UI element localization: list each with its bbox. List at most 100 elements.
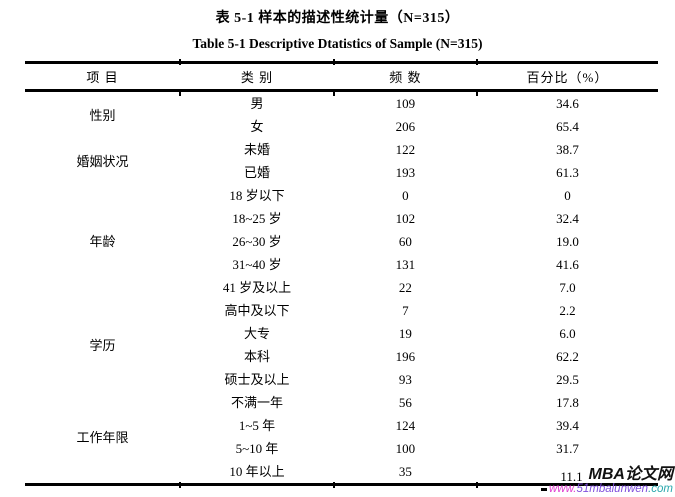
category-cell: 1~5 年 [238, 418, 276, 433]
percentage-cell: 2.2 [559, 303, 576, 318]
percentage-cell: 29.5 [556, 372, 579, 387]
percentage-cell: 19.0 [556, 234, 579, 249]
watermark-dash-icon [540, 487, 547, 491]
document-page: 表 5-1 样本的描述性统计量（N=315） Table 5-1 Descrip… [0, 7, 675, 495]
category-cell: 女 [250, 119, 264, 134]
table-title-zh: 表 5-1 样本的描述性统计量（N=315） [215, 11, 460, 26]
table-header: 项 目 类 别 频 数 百分比（%） [25, 62, 658, 92]
category-cell: 本科 [243, 349, 270, 364]
table-row: 工作年限 不满一年 56 17.8 [25, 391, 658, 443]
percentage-cell: 41.6 [556, 257, 579, 272]
category-cell: 已婚 [243, 165, 270, 180]
category-cell: 硕士及以上 [224, 372, 290, 387]
category-cell: 高中及以下 [224, 303, 290, 318]
table-row: 1~5 年 124 39.4 [25, 414, 658, 437]
group-label-cell: 年龄 [89, 234, 116, 249]
percentage-cell: 7.0 [559, 280, 576, 295]
column-divider-tick [332, 482, 335, 488]
frequency-cell: 35 [398, 464, 412, 479]
frequency-cell: 131 [395, 257, 416, 272]
frequency-cell: 193 [395, 165, 416, 180]
frequency-cell: 122 [395, 142, 416, 157]
percentage-cell: 6.0 [559, 326, 576, 341]
table-row: 大专 19 6.0 [25, 322, 658, 345]
table-title-en: Table 5-1 Descriptive Dtatistics of Samp… [192, 36, 483, 51]
percentage-cell: 17.8 [556, 395, 579, 410]
frequency-cell: 206 [395, 119, 416, 134]
header-frequency: 频 数 [333, 62, 477, 92]
column-divider-tick [179, 482, 182, 488]
frequency-cell: 7 [402, 303, 409, 318]
column-divider-tick [475, 90, 478, 96]
percentage-cell: 0 [564, 188, 571, 203]
percentage-cell: 61.3 [556, 165, 579, 180]
frequency-cell: 60 [398, 234, 412, 249]
watermark-url-segment: www. [548, 483, 577, 496]
table-row: 学历 高中及以下 7 2.2 [25, 299, 658, 352]
table-row: 41 岁及以上 22 7.0 [25, 276, 658, 299]
column-divider-tick [179, 90, 182, 96]
frequency-cell: 124 [395, 418, 416, 433]
frequency-cell: 102 [395, 211, 416, 226]
table-row: 31~40 岁 131 41.6 [25, 253, 658, 276]
table-row: 性别 男 109 34.6 [25, 91, 658, 121]
table-row: 已婚 193 61.3 [25, 161, 658, 184]
group-label-cell: 婚姻状况 [76, 153, 129, 169]
percentage-cell: 65.4 [556, 119, 579, 134]
percentage-cell: 32.4 [556, 211, 579, 226]
percentage-cell: 11.1 [560, 469, 583, 484]
descriptive-statistics-table: 项 目 类 别 频 数 百分比（%） 性别 男 109 34.6 女 206 65.4 婚姻状… [25, 59, 658, 488]
header-category: 类 别 [180, 62, 334, 92]
percentage-cell: 38.7 [556, 142, 579, 157]
table-row: 10 年以上 35 11.1 [25, 460, 658, 485]
column-divider-tick [179, 59, 182, 65]
table-row: 本科 196 62.2 [25, 345, 658, 368]
watermark-brand: MBA论文网 [588, 466, 673, 484]
category-cell: 26~30 岁 [232, 234, 282, 249]
column-divider-tick [332, 90, 335, 96]
category-cell: 大专 [243, 326, 270, 341]
table-body: 性别 男 109 34.6 女 206 65.4 婚姻状况 未婚 122 38.7 已婚 193 61.3… [25, 91, 658, 485]
frequency-cell: 22 [398, 280, 412, 295]
percentage-cell: 62.2 [556, 349, 579, 364]
category-cell: 18~25 岁 [232, 211, 282, 226]
category-cell: 未婚 [243, 142, 270, 157]
table-row: 婚姻状况 未婚 122 38.7 [25, 138, 658, 168]
category-cell: 不满一年 [230, 395, 283, 410]
frequency-cell: 109 [395, 96, 416, 111]
category-cell: 10 年以上 [229, 464, 285, 479]
category-cell: 18 岁以下 [229, 188, 285, 203]
group-label-cell: 性别 [89, 107, 116, 123]
header-percentage: 百分比（%） [476, 62, 658, 92]
column-divider-tick [332, 59, 335, 65]
watermark-url-segment: .com [648, 483, 673, 496]
table-row: 年龄 18 岁以下 0 0 [25, 184, 658, 248]
category-cell: 41 岁及以上 [222, 280, 292, 295]
frequency-cell: 19 [398, 326, 412, 341]
header-item: 项 目 [25, 62, 181, 92]
column-divider-tick [475, 59, 478, 65]
table-row: 女 206 65.4 [25, 115, 658, 138]
category-cell: 5~10 年 [235, 441, 279, 456]
percentage-cell: 39.4 [556, 418, 579, 433]
group-label-cell: 工作年限 [76, 429, 129, 445]
data-table: 项 目 类 别 频 数 百分比（%） 性别 男 109 34.6 女 206 65.4 婚姻状… [25, 61, 658, 486]
table-row: 18~25 岁 102 32.4 [25, 207, 658, 230]
frequency-cell: 196 [395, 349, 416, 364]
group-label-cell: 学历 [89, 337, 116, 353]
header-row: 项 目 类 别 频 数 百分比（%） [25, 62, 658, 92]
table-row: 硕士及以上 93 29.5 [25, 368, 658, 391]
watermark: MBA论文网 www.51mbalunwen.com [540, 466, 673, 496]
category-cell: 31~40 岁 [232, 257, 282, 272]
category-cell: 男 [250, 96, 264, 111]
frequency-cell: 100 [395, 441, 416, 456]
table-row: 5~10 年 100 31.7 [25, 437, 658, 460]
frequency-cell: 0 [402, 188, 409, 203]
percentage-cell: 31.7 [556, 441, 579, 456]
watermark-url-segment: 51mbalunwen [576, 483, 649, 496]
frequency-cell: 56 [398, 395, 412, 410]
percentage-cell: 34.6 [556, 96, 579, 111]
frequency-cell: 93 [398, 372, 412, 387]
table-row: 26~30 岁 60 19.0 [25, 230, 658, 253]
column-divider-tick [475, 482, 478, 488]
